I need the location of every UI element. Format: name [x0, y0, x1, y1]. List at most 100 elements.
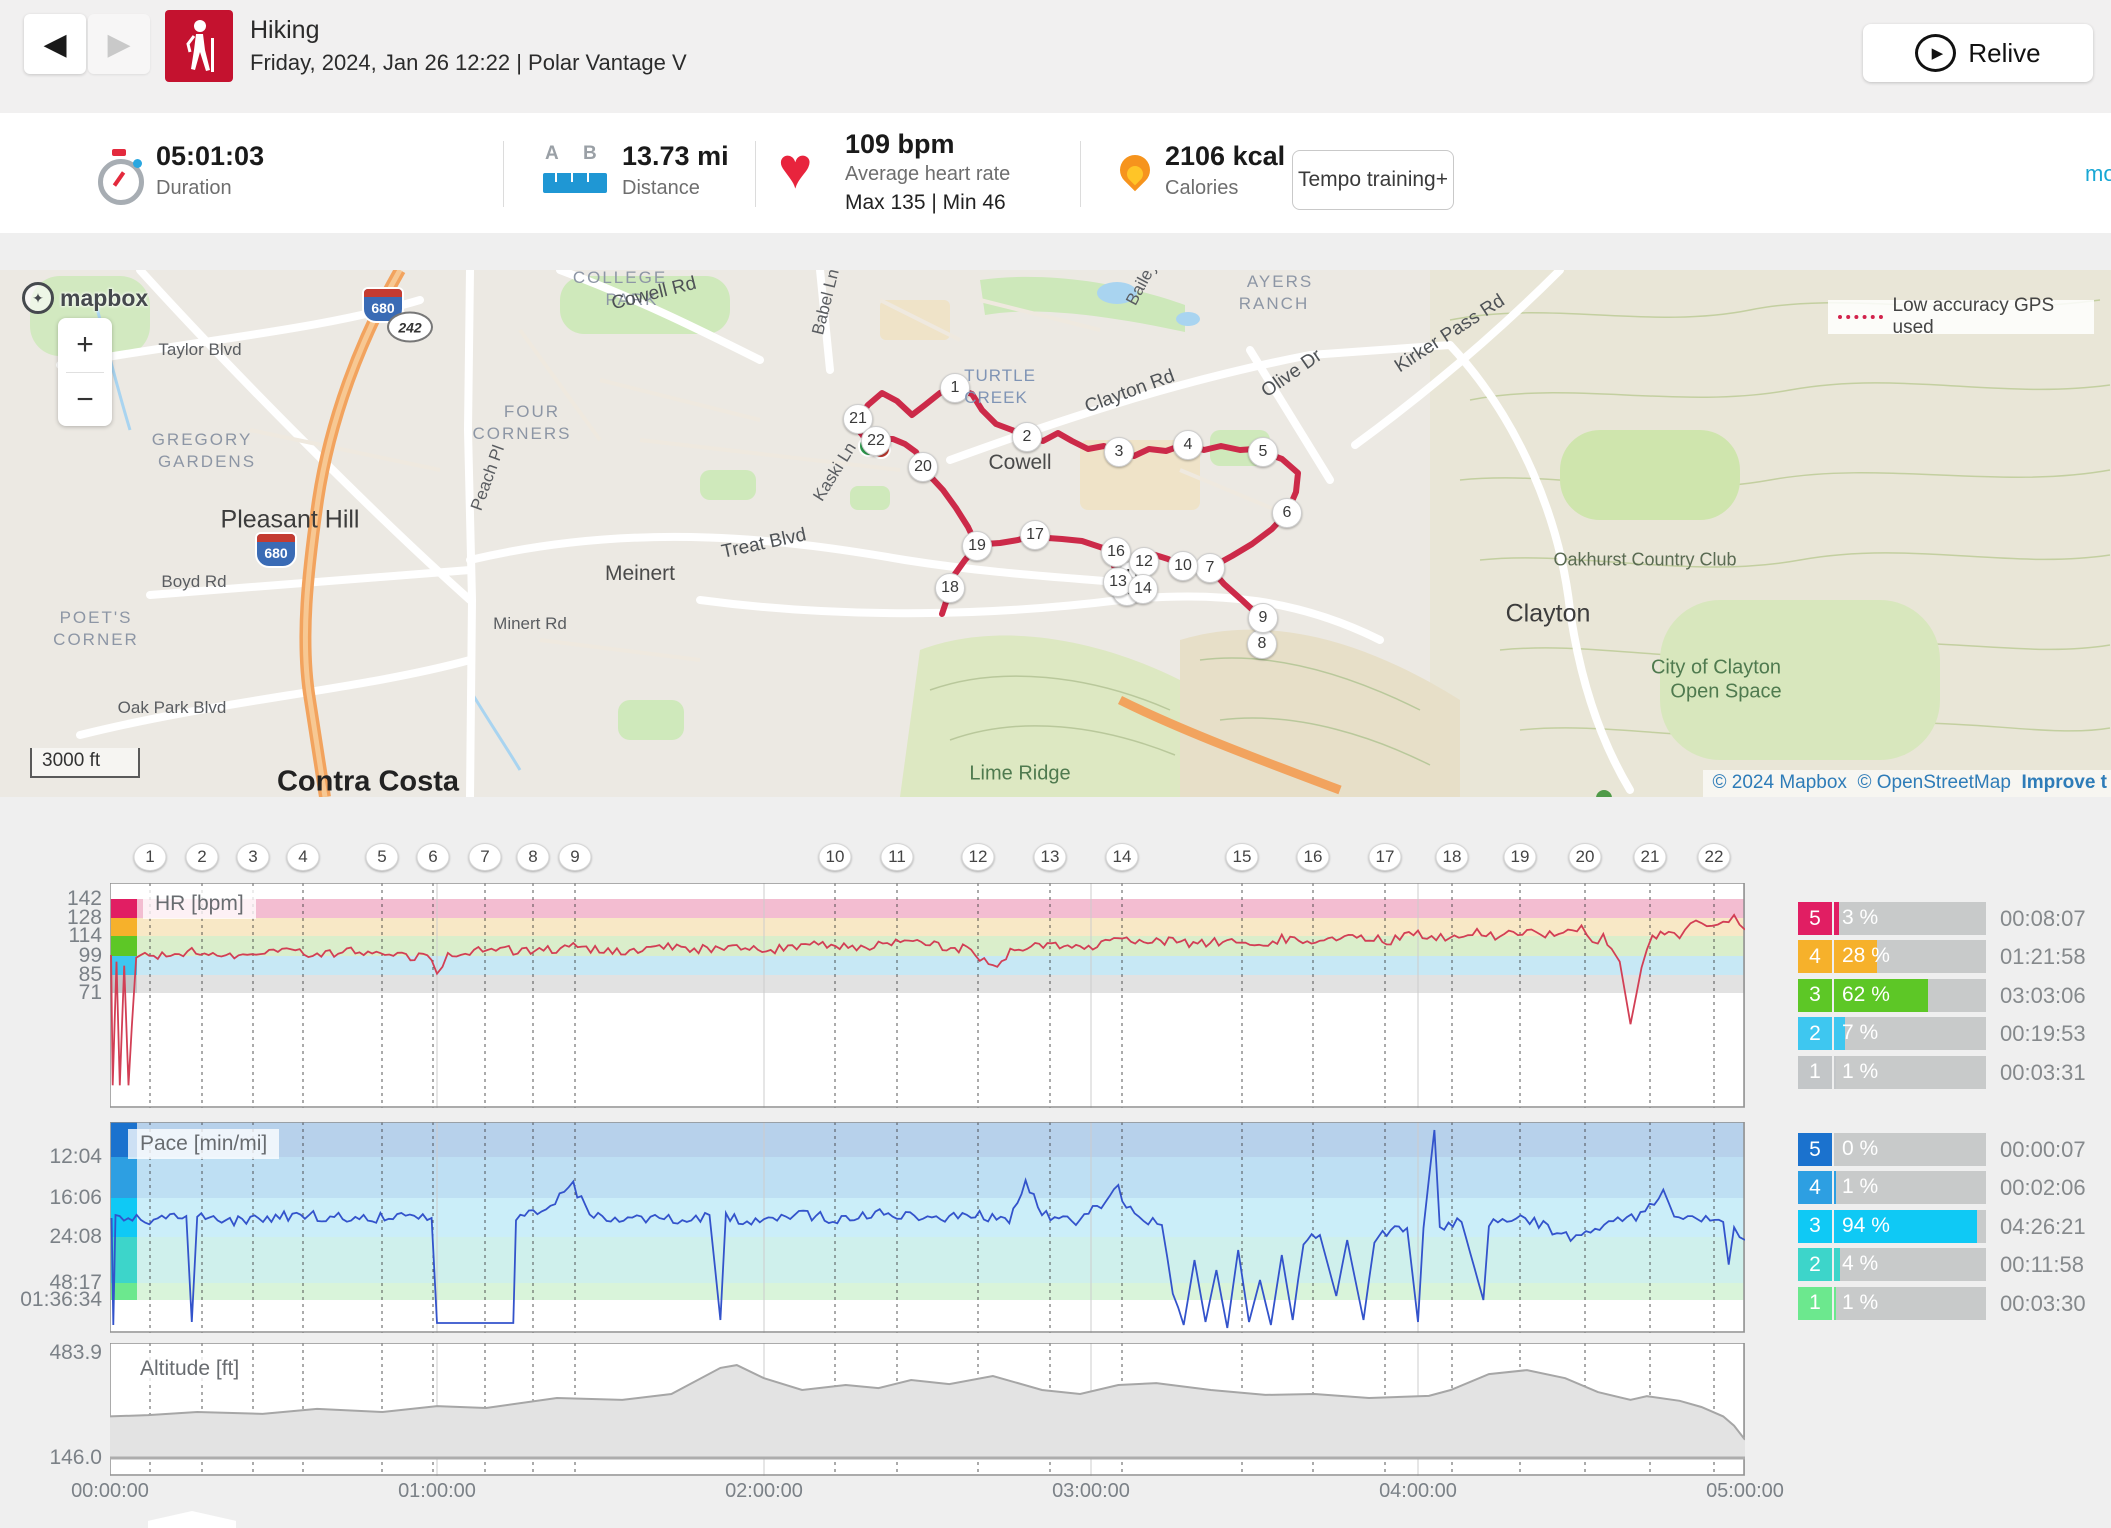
map-lap-marker-16[interactable]: 16 — [1101, 537, 1131, 567]
lap-marker-6[interactable]: 6 — [416, 843, 450, 871]
lap-marker-15[interactable]: 15 — [1225, 843, 1259, 871]
calories-value: 2106 kcal — [1165, 141, 1286, 171]
zone-number: 3 — [1798, 978, 1832, 1012]
forward-icon: ▶ — [107, 27, 131, 61]
zone-percent: 62 % — [1842, 982, 1890, 1006]
map-lap-marker-19[interactable]: 19 — [962, 531, 992, 561]
hiker-icon — [186, 20, 214, 72]
zone-row-3: 3 94 % — [1798, 1209, 1986, 1243]
lap-marker-22[interactable]: 22 — [1697, 843, 1731, 871]
map-lap-marker-22[interactable]: 22 — [861, 426, 891, 456]
pace-ytick: 01:36:34 — [20, 1288, 102, 1311]
zone-bar: 1 % — [1834, 1055, 1986, 1089]
zone-number: 4 — [1798, 1171, 1832, 1205]
lap-marker-16[interactable]: 16 — [1296, 843, 1330, 871]
map-lap-marker-5[interactable]: 5 — [1248, 437, 1278, 467]
pace-ytick: 24:08 — [49, 1225, 102, 1248]
zone-time: 04:26:21 — [2000, 1213, 2086, 1239]
divider — [755, 141, 756, 207]
lap-marker-14[interactable]: 14 — [1105, 843, 1139, 871]
altitude-chart[interactable] — [110, 1343, 1745, 1476]
pace-chart-label: Pace [min/mi] — [128, 1129, 280, 1159]
duration-label: Duration — [156, 177, 232, 199]
zone-time: 00:11:58 — [2000, 1252, 2085, 1278]
lap-marker-17[interactable]: 17 — [1368, 843, 1402, 871]
tree-icon — [1596, 790, 1612, 797]
lap-marker-18[interactable]: 18 — [1435, 843, 1469, 871]
map-lap-marker-17[interactable]: 17 — [1020, 520, 1050, 550]
lap-marker-7[interactable]: 7 — [468, 843, 502, 871]
training-benefit-button[interactable]: Tempo training+ — [1292, 150, 1454, 210]
lap-marker-21[interactable]: 21 — [1633, 843, 1667, 871]
map-lap-marker-14[interactable]: 14 — [1128, 574, 1158, 604]
zone-number: 1 — [1798, 1055, 1832, 1089]
distance-value: 13.73 mi — [622, 141, 729, 171]
map-scale: 3000 ft — [30, 748, 140, 778]
altitude-ytick: 483.9 — [49, 1341, 102, 1364]
zone-row-2: 2 7 % — [1798, 1017, 1986, 1051]
zoom-out-button[interactable]: − — [76, 383, 94, 416]
lap-marker-13[interactable]: 13 — [1033, 843, 1067, 871]
gps-legend-label: Low accuracy GPS used — [1892, 295, 2055, 338]
zone-time: 00:03:30 — [2000, 1290, 2086, 1316]
map-lap-marker-4[interactable]: 4 — [1173, 430, 1203, 460]
calories-flame-icon — [1113, 148, 1157, 195]
lap-marker-4[interactable]: 4 — [286, 843, 320, 871]
lap-marker-11[interactable]: 11 — [880, 843, 914, 871]
mapbox-logo[interactable]: ✦ mapbox — [22, 282, 148, 314]
forward-button[interactable]: ▶ — [88, 14, 150, 74]
map-lap-marker-12[interactable]: 12 — [1129, 547, 1159, 577]
zoom-in-button[interactable]: + — [76, 328, 94, 361]
road-shield-680: 680 — [255, 532, 297, 568]
avg-hr-value: 109 bpm — [845, 129, 955, 159]
map-lap-marker-20[interactable]: 20 — [908, 452, 938, 482]
relive-button[interactable]: ▶ Relive — [1863, 24, 2093, 82]
lap-marker-8[interactable]: 8 — [516, 843, 550, 871]
map-lap-marker-10[interactable]: 10 — [1168, 551, 1198, 581]
hr-chart[interactable] — [110, 883, 1745, 1108]
back-button[interactable]: ◀ — [24, 14, 86, 74]
map-lap-marker-1[interactable]: 1 — [940, 373, 970, 403]
header: ◀ ▶ Hiking Friday, 2024, Jan 26 12:22 | … — [0, 0, 2111, 113]
altitude-chart-label: Altitude [ft] — [128, 1354, 252, 1384]
lap-marker-12[interactable]: 12 — [961, 843, 995, 871]
route-map[interactable]: ✦ mapbox + − Low accuracy GPS used 3000 … — [0, 270, 2111, 797]
map-lap-marker-13[interactable]: 13 — [1103, 567, 1133, 597]
lap-marker-10[interactable]: 10 — [818, 843, 852, 871]
map-lap-marker-6[interactable]: 6 — [1272, 498, 1302, 528]
gps-accuracy-legend: Low accuracy GPS used — [1828, 295, 2094, 338]
zone-number: 3 — [1798, 1209, 1832, 1243]
map-lap-marker-8[interactable]: 8 — [1247, 629, 1277, 659]
zone-number: 5 — [1798, 1133, 1832, 1166]
page-title: Hiking — [250, 16, 320, 44]
pace-chart[interactable] — [110, 1122, 1745, 1333]
lap-marker-20[interactable]: 20 — [1568, 843, 1602, 871]
lap-marker-3[interactable]: 3 — [236, 843, 270, 871]
map-lap-marker-2[interactable]: 2 — [1012, 422, 1042, 452]
altitude-ytick: 146.0 — [49, 1446, 102, 1469]
map-lap-marker-9[interactable]: 9 — [1248, 603, 1278, 633]
zone-number: 4 — [1798, 940, 1832, 974]
hr-ytick: 142 — [66, 887, 102, 910]
map-lap-marker-21[interactable]: 21 — [843, 404, 873, 434]
lap-marker-1[interactable]: 1 — [133, 843, 167, 871]
zone-bar: 3 % — [1834, 902, 1986, 935]
play-icon: ▶ — [1915, 34, 1957, 72]
lap-marker-19[interactable]: 19 — [1503, 843, 1537, 871]
map-lap-marker-7[interactable]: 7 — [1195, 553, 1225, 583]
mapbox-attribution-link[interactable]: © 2024 Mapbox — [1712, 772, 1847, 793]
improve-map-link[interactable]: Improve t — [2021, 772, 2107, 793]
hiking-sport-icon — [165, 10, 233, 82]
lap-marker-9[interactable]: 9 — [558, 843, 592, 871]
lap-marker-5[interactable]: 5 — [365, 843, 399, 871]
more-link[interactable]: mo — [2085, 161, 2111, 186]
time-axis-label: 03:00:00 — [1052, 1480, 1130, 1502]
osm-attribution-link[interactable]: © OpenStreetMap — [1857, 772, 2011, 793]
map-lap-marker-3[interactable]: 3 — [1104, 437, 1134, 467]
map-lap-marker-18[interactable]: 18 — [935, 573, 965, 603]
calories-label: Calories — [1165, 177, 1239, 199]
lap-marker-2[interactable]: 2 — [185, 843, 219, 871]
zone-bar: 1 % — [1834, 1171, 1986, 1205]
time-axis-label: 05:00:00 — [1706, 1480, 1784, 1502]
